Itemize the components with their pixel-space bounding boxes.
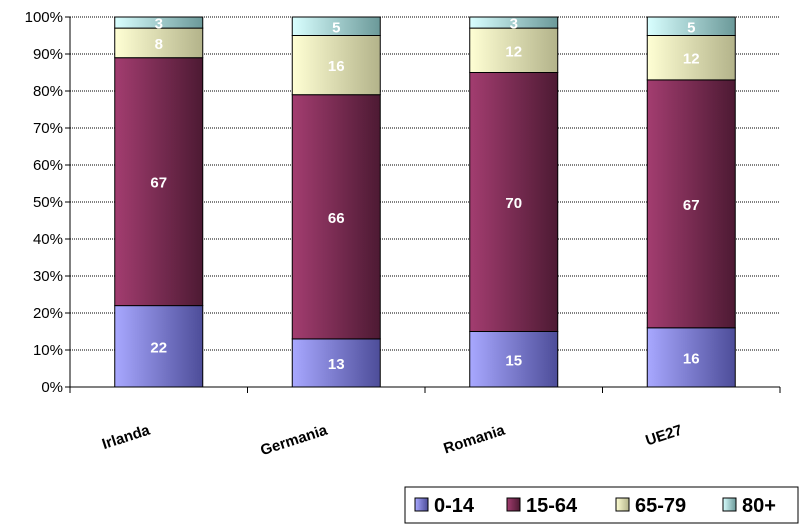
legend-swatch-80+ [722, 497, 737, 512]
data-label: 12 [505, 43, 522, 60]
data-labels: 22 67 8 3 13 66 16 5 15 70 12 3 16 67 12 5 [150, 16, 699, 373]
bar-segment-65-79 [291, 35, 381, 96]
y-tick-label: 30% [33, 268, 63, 285]
legend: 0-14 15-64 65-79 80+ [404, 486, 799, 524]
bar-segment-0-14 [469, 331, 559, 388]
bar-segment-15-64 [646, 79, 736, 329]
category-label: UE27 [644, 422, 685, 450]
data-label: 8 [155, 36, 163, 53]
y-tick-label: 90% [33, 46, 63, 63]
legend-swatch-15-64 [506, 497, 521, 512]
legend-label: 80+ [742, 495, 776, 517]
category-label: Germania [258, 421, 330, 459]
category-label: Irlanda [100, 421, 153, 453]
data-label: 3 [155, 16, 163, 33]
bars [114, 16, 736, 388]
legend-swatch-0-14 [414, 497, 429, 512]
data-label: 22 [150, 339, 167, 356]
bar-segment-65-79 [646, 35, 736, 81]
bar-segment-80+ [646, 16, 736, 36]
data-label: 13 [328, 356, 345, 373]
bar-segment-80+ [114, 16, 204, 29]
data-label: 16 [328, 58, 345, 75]
y-tick-label: 100% [25, 9, 63, 26]
legend-swatch-65-79 [615, 497, 630, 512]
bar-segment-80+ [291, 16, 381, 36]
legend-label: 0-14 [434, 495, 475, 517]
data-label: 5 [687, 19, 695, 36]
y-tick-label: 10% [33, 342, 63, 359]
bar-segment-15-64 [291, 94, 381, 340]
bar-segment-0-14 [114, 305, 204, 388]
bar-segment-15-64 [114, 57, 204, 307]
data-label: 12 [683, 51, 700, 68]
y-tick-label: 60% [33, 157, 63, 174]
data-label: 16 [683, 350, 700, 367]
y-tick-label: 50% [33, 194, 63, 211]
data-label: 70 [505, 195, 522, 212]
legend-label: 65-79 [635, 495, 686, 517]
legend-label: 15-64 [526, 495, 578, 517]
bar-segment-15-64 [469, 72, 559, 332]
data-label: 5 [332, 19, 340, 36]
y-tick-label: 0% [41, 379, 63, 396]
data-label: 3 [510, 16, 518, 33]
data-label: 15 [505, 352, 522, 369]
bar-segment-65-79 [114, 27, 204, 59]
data-label: 67 [150, 175, 167, 192]
y-tick-label: 40% [33, 231, 63, 248]
bar-segment-0-14 [291, 338, 381, 388]
data-label: 67 [683, 197, 700, 214]
y-tick-label: 70% [33, 120, 63, 137]
data-label: 66 [328, 210, 345, 227]
y-tick-label: 20% [33, 305, 63, 322]
y-tick-label: 80% [33, 83, 63, 100]
category-label: Romania [441, 421, 507, 457]
bar-segment-80+ [469, 16, 559, 29]
bar-segment-0-14 [646, 327, 736, 388]
